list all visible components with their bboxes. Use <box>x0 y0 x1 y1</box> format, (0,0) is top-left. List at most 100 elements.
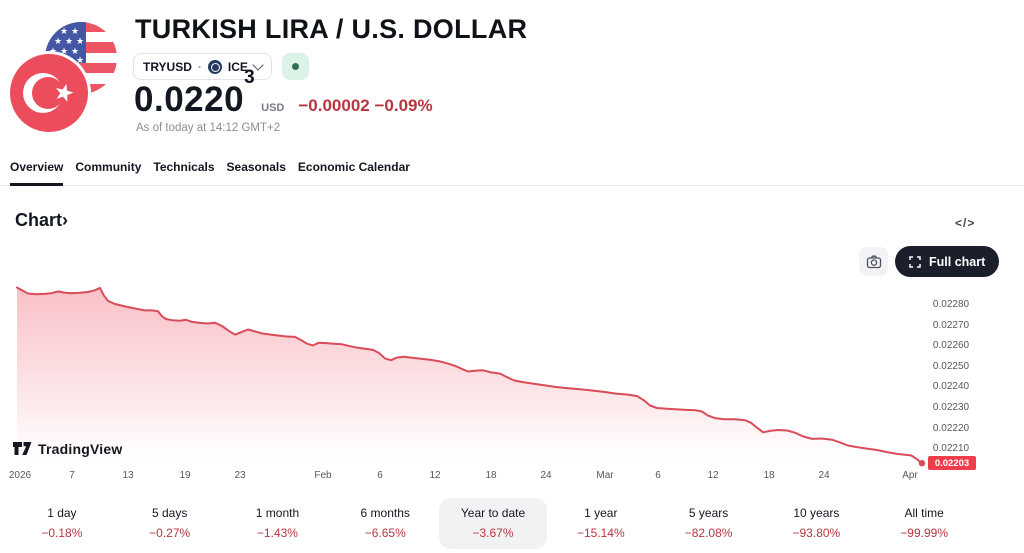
y-axis-label: 0.02280 <box>932 299 970 310</box>
area-chart-canvas <box>16 286 926 471</box>
period-change-value: −3.67% <box>472 526 514 540</box>
period-5-days[interactable]: 5 days −0.27% <box>116 498 224 549</box>
y-axis-label: 0.02240 <box>932 381 970 393</box>
x-axis-label: 23 <box>234 470 246 481</box>
svg-text:★: ★ <box>65 37 73 47</box>
y-axis-label: 0.02210 <box>932 443 970 455</box>
turkey-flag-icon <box>7 51 91 135</box>
period-label: 6 months <box>360 506 410 520</box>
y-axis-label: 0.02260 <box>932 340 970 352</box>
camera-icon <box>866 255 881 268</box>
period-label: 1 year <box>584 506 618 520</box>
page-title: TURKISH LIRA / U.S. DOLLAR <box>135 14 528 44</box>
tab-bar: Overview Community Technicals Seasonals Econ… <box>0 153 1024 186</box>
svg-text:★: ★ <box>76 56 84 66</box>
chart-section-title: Chart <box>15 210 63 230</box>
fullscreen-icon <box>909 255 921 268</box>
x-axis-label: Apr <box>902 470 918 481</box>
price-superscript: 3 <box>244 67 256 88</box>
x-axis-label: 18 <box>763 470 775 481</box>
x-axis-label: 6 <box>655 470 661 481</box>
period-change-value: −0.18% <box>41 526 83 540</box>
period-5-years[interactable]: 5 years −82.08% <box>655 498 763 549</box>
x-axis-label: Feb <box>314 470 332 481</box>
period-all-time[interactable]: All time −99.99% <box>870 498 978 549</box>
x-axis-label: 6 <box>377 470 383 481</box>
period-row: 1 day −0.18% 5 days −0.27% 1 month −1.43% 6 mo… <box>8 498 978 549</box>
svg-text:★: ★ <box>54 37 62 47</box>
currency-label: USD <box>261 102 285 114</box>
svg-text:★: ★ <box>49 27 57 37</box>
period-change-value: −6.65% <box>364 526 406 540</box>
x-axis: 2026 7 13 19 23 Feb 6 12 18 24 Mar 6 12 18 24 Apr <box>0 470 1024 485</box>
svg-text:★: ★ <box>71 27 79 37</box>
market-status-dot-icon <box>291 63 299 70</box>
tradingview-logo-text: TradingView <box>38 441 123 457</box>
period-10-years[interactable]: 10 years −93.80% <box>762 498 870 549</box>
tab-overview[interactable]: Overview <box>10 153 64 186</box>
snapshot-button[interactable] <box>859 247 888 276</box>
last-price-dot-icon <box>918 460 926 467</box>
chart-section-link[interactable]: Chart› <box>15 210 68 231</box>
x-axis-label: 24 <box>818 470 830 481</box>
period-label: 5 years <box>688 506 729 520</box>
period-change-value: −1.43% <box>256 526 298 540</box>
period-change-value: −15.14% <box>576 526 625 540</box>
period-label: All time <box>904 506 944 520</box>
period-1-year[interactable]: 1 year −15.14% <box>547 498 655 549</box>
x-axis-label: 24 <box>540 470 552 481</box>
ice-exchange-logo-icon <box>207 59 222 74</box>
tab-technicals[interactable]: Technicals <box>153 160 215 174</box>
period-1-month[interactable]: 1 month −1.43% <box>224 498 332 549</box>
period-change-value: −82.08% <box>684 526 733 540</box>
chart-area-fill <box>17 287 922 471</box>
price-block: 0.02203 USD −0.00002 −0.09% <box>134 67 433 120</box>
chevron-right-icon: › <box>62 210 69 230</box>
as-of-timestamp: As of today at 14:12 GMT+2 <box>136 122 281 134</box>
period-change-value: −93.80% <box>792 526 841 540</box>
y-axis-label: 0.02250 <box>932 360 970 372</box>
tab-community[interactable]: Community <box>75 160 142 174</box>
period-label: 5 days <box>151 506 188 520</box>
symbol-selector[interactable]: TRYUSD · ICE <box>133 53 272 80</box>
x-axis-label: 12 <box>429 470 441 481</box>
period-change-value: −0.27% <box>149 526 191 540</box>
x-axis-label: 2026 <box>8 470 32 481</box>
full-chart-button[interactable]: Full chart <box>895 246 1000 277</box>
y-axis-label: 0.02220 <box>932 422 970 434</box>
x-axis-label: 18 <box>485 470 497 481</box>
period-label: 10 years <box>793 506 840 520</box>
svg-text:★: ★ <box>60 27 68 37</box>
period-label: 1 day <box>47 506 77 520</box>
separator: · <box>197 59 202 74</box>
full-chart-label: Full chart <box>929 254 986 269</box>
svg-text:★: ★ <box>71 47 79 57</box>
svg-text:★: ★ <box>76 37 84 47</box>
exchange-label: ICE <box>227 59 248 74</box>
tab-seasonals[interactable]: Seasonals <box>226 160 286 174</box>
x-axis-label: 7 <box>69 470 75 481</box>
tab-economic-calendar[interactable]: Economic Calendar <box>297 160 410 174</box>
price-chart[interactable]: 0.02280 0.02270 0.02260 0.02250 0.02240 0.022… <box>0 275 1024 471</box>
price-change: −0.00002 −0.09% <box>298 96 433 115</box>
period-change-value: −99.99% <box>900 526 948 540</box>
last-price-badge: 0.02203 <box>928 456 976 471</box>
x-axis-label: Mar <box>596 470 614 481</box>
tradingview-attribution[interactable]: TradingView <box>13 441 122 457</box>
period-label: Year to date <box>460 506 526 520</box>
market-status-button[interactable] <box>281 53 309 80</box>
x-axis-label: 12 <box>707 470 719 481</box>
symbol-label: TRYUSD <box>143 59 192 74</box>
y-axis-label: 0.02230 <box>932 402 970 413</box>
period-6-months[interactable]: 6 months −6.65% <box>331 498 439 549</box>
x-axis-label: 13 <box>122 470 134 481</box>
source-code-button[interactable]: </> <box>955 216 976 230</box>
period-year-to-date[interactable]: Year to date −3.67% <box>439 498 547 549</box>
y-axis-label: 0.02270 <box>932 319 970 331</box>
svg-text:★: ★ <box>60 47 68 57</box>
chart-price-line <box>16 286 923 465</box>
current-price: 0.02203 <box>134 67 256 119</box>
period-label: 1 month <box>255 506 300 520</box>
tradingview-logo-icon <box>13 442 32 455</box>
period-1-day[interactable]: 1 day −0.18% <box>8 498 116 549</box>
